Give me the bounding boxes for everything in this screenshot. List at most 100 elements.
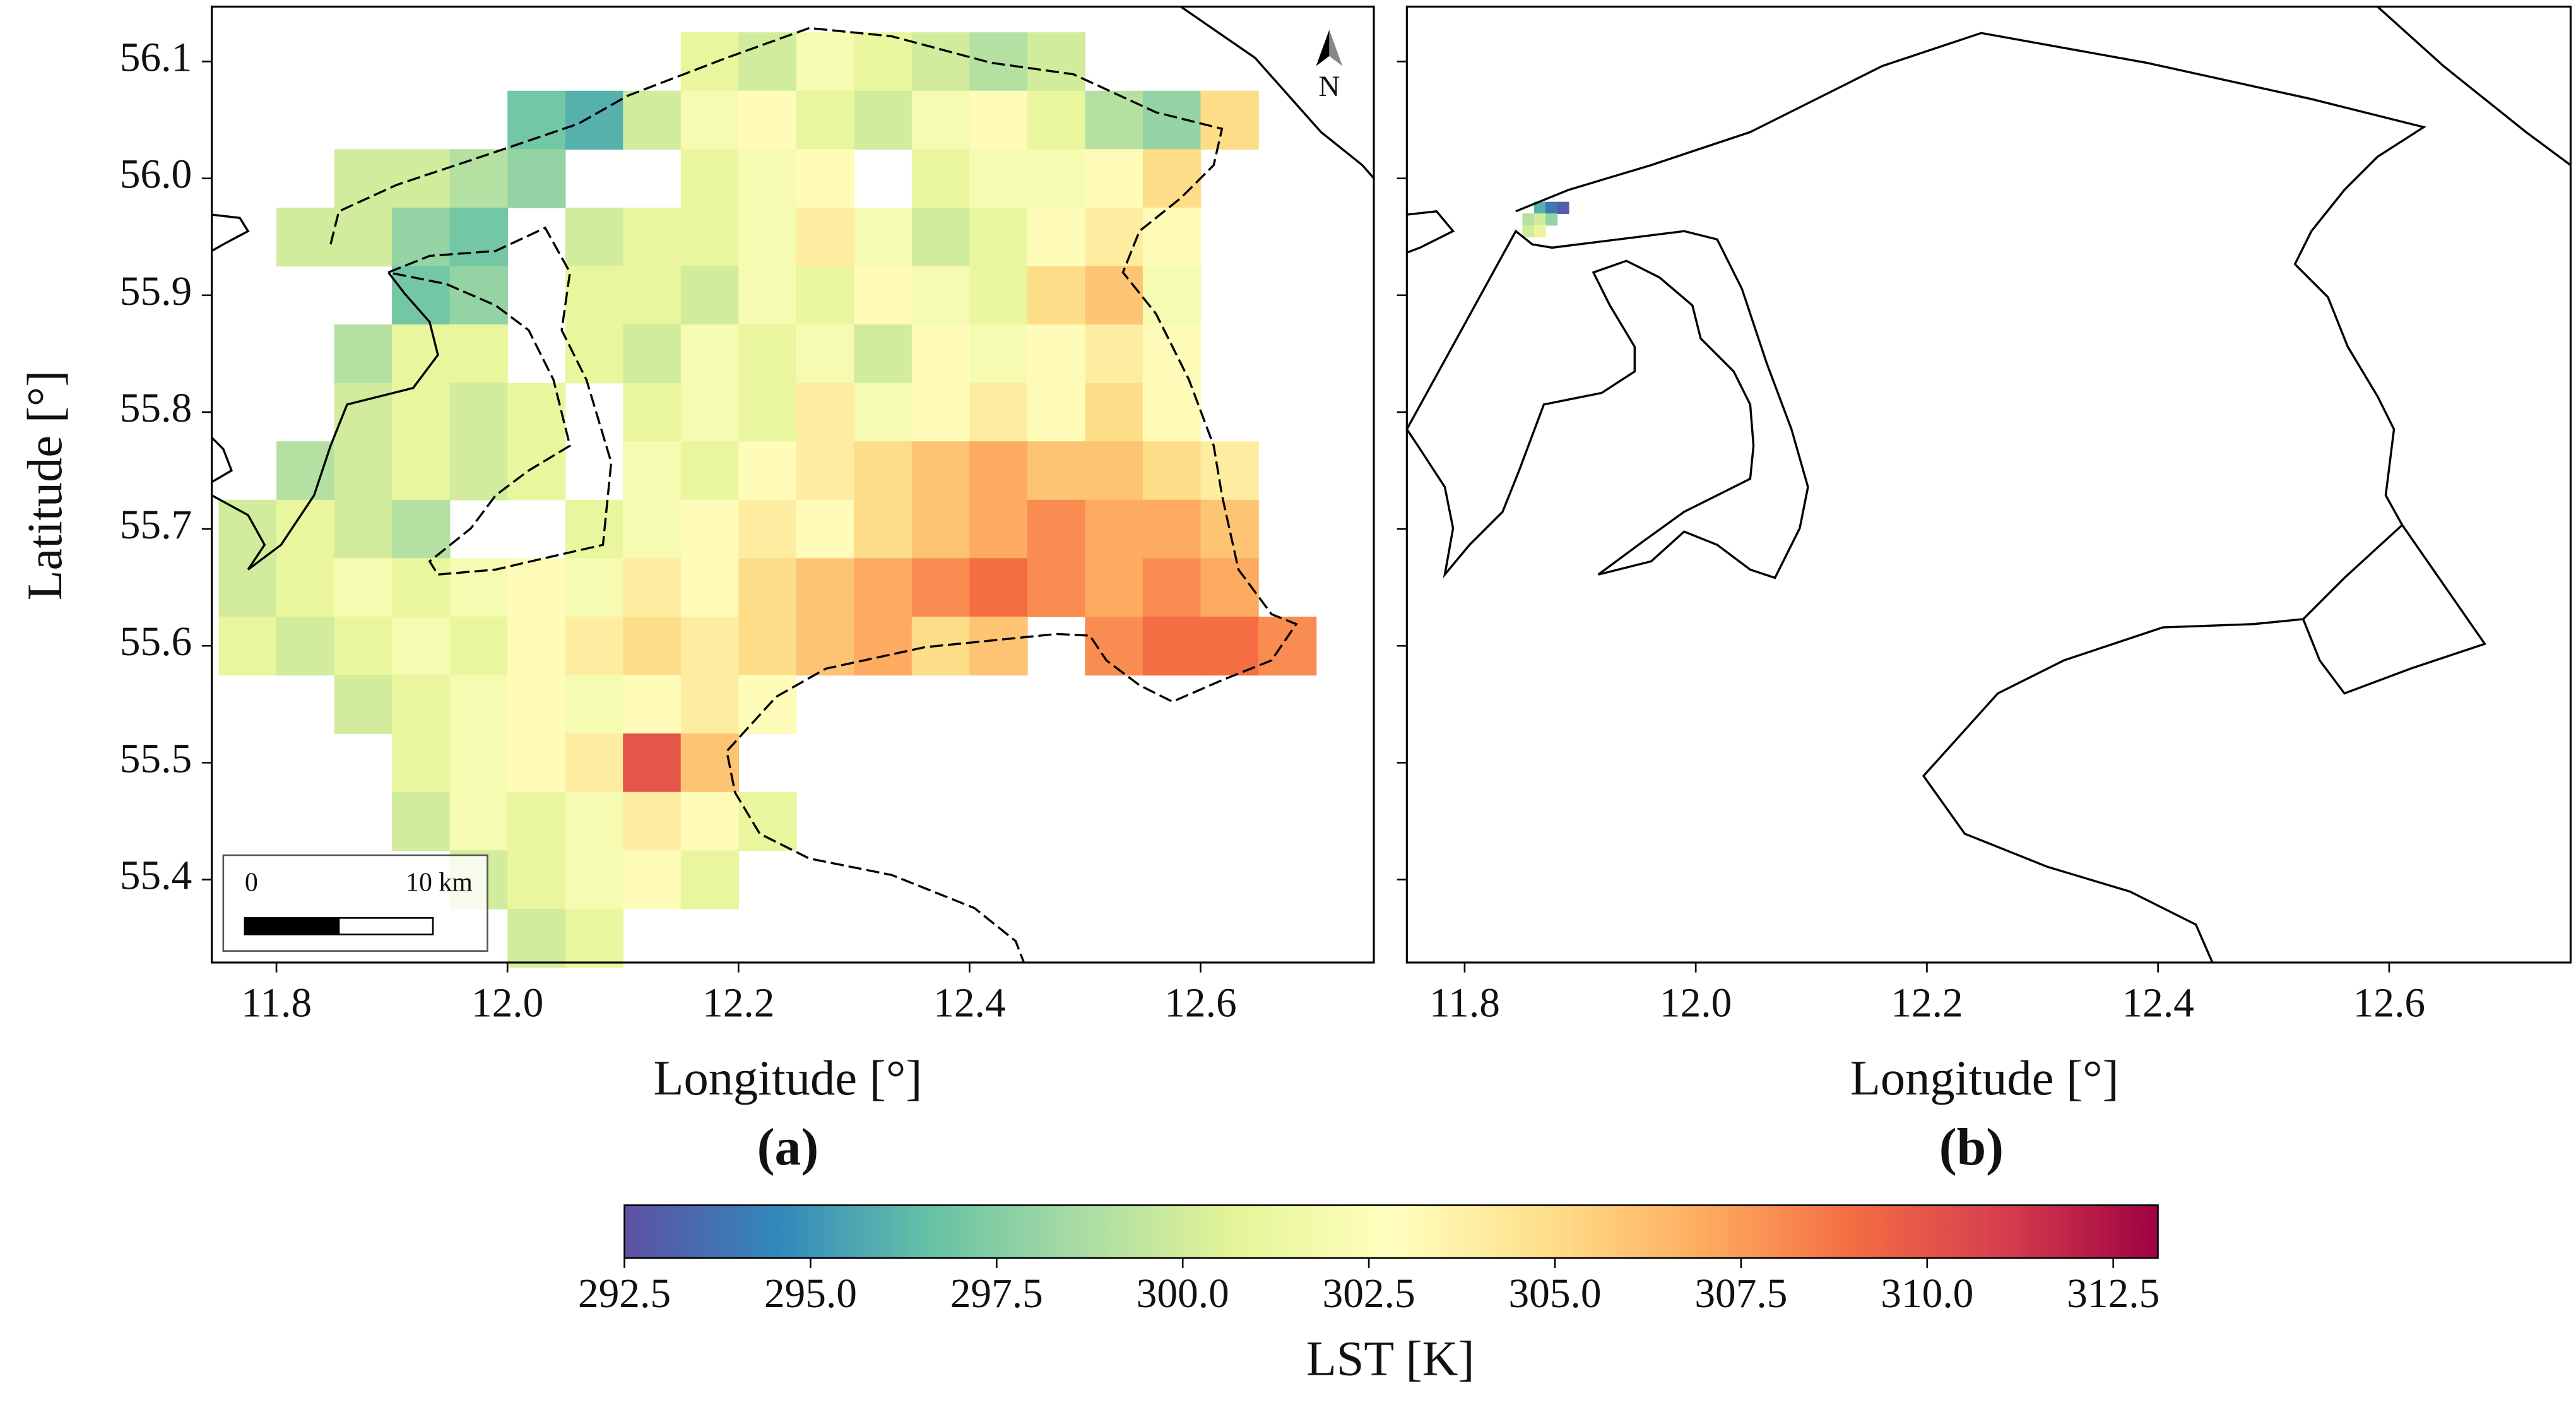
- coastline: [329, 27, 1298, 963]
- lst-cell: [796, 207, 855, 267]
- lst-cell: [565, 733, 623, 793]
- lst-cell: [1545, 201, 1558, 214]
- lst-cell: [334, 558, 393, 617]
- lst-cell: [623, 90, 682, 150]
- y-tick-label: 55.5: [120, 736, 192, 781]
- lst-cell: [680, 791, 740, 851]
- coastline: [1405, 229, 1809, 579]
- lst-cell: [507, 850, 566, 910]
- lst-cell: [854, 90, 913, 150]
- lst-cell: [623, 382, 682, 442]
- panel-label: (a): [757, 1118, 819, 1177]
- colorbar: [623, 1204, 2159, 1259]
- lst-cell: [334, 324, 393, 384]
- lst-cell: [449, 441, 508, 501]
- lst-cell: [1085, 149, 1143, 208]
- lst-cell: [854, 266, 913, 325]
- x-tick-label: 12.0: [1660, 981, 1732, 1026]
- lst-cell: [969, 32, 1028, 92]
- lst-cell: [449, 266, 508, 325]
- lst-cell: [276, 207, 335, 267]
- lst-cell: [276, 558, 335, 617]
- lst-cell: [1085, 382, 1143, 442]
- lst-cell: [449, 675, 508, 734]
- lst-cell: [392, 675, 451, 734]
- lst-cell: [449, 733, 508, 793]
- lst-cell: [1027, 324, 1086, 384]
- lst-cell: [1142, 616, 1202, 676]
- north-label: N: [1318, 70, 1340, 103]
- colorbar-tick-label: 300.0: [1137, 1271, 1229, 1317]
- lst-cell: [796, 616, 855, 676]
- coastline: [1922, 618, 2303, 963]
- lst-cell: [623, 441, 682, 501]
- lst-cell: [680, 558, 740, 617]
- lst-cell: [392, 207, 451, 267]
- lst-cell: [1200, 558, 1259, 617]
- x-tick-label: 11.8: [241, 981, 312, 1026]
- lst-cell: [854, 207, 913, 267]
- lst-cell: [334, 149, 393, 208]
- lst-cell: [680, 90, 740, 150]
- y-tick-label: 56.0: [120, 152, 192, 198]
- lst-cell: [1142, 207, 1202, 267]
- colorbar-tick-label: 295.0: [764, 1271, 857, 1317]
- y-tick-label: 55.8: [120, 386, 192, 431]
- lst-cell: [738, 616, 797, 676]
- x-tick-label: 12.6: [2353, 981, 2425, 1026]
- lst-cell: [796, 441, 855, 501]
- lst-cell: [1200, 499, 1259, 559]
- lst-cell: [738, 382, 797, 442]
- lst-cell: [680, 441, 740, 501]
- lst-cell: [218, 499, 277, 559]
- lst-cell: [1200, 441, 1259, 501]
- north-arrow: N: [1316, 30, 1343, 103]
- lst-cell: [623, 675, 682, 734]
- lst-cell: [1027, 382, 1086, 442]
- lst-cell: [680, 324, 740, 384]
- lst-cell: [334, 441, 393, 501]
- lst-cell: [1142, 324, 1202, 384]
- lst-cell: [449, 324, 508, 384]
- lst-cell: [738, 149, 797, 208]
- arrow: [1329, 30, 1343, 66]
- lst-cell: [738, 558, 797, 617]
- lst-cell: [969, 207, 1028, 267]
- lst-cell: [854, 382, 913, 442]
- coastline: [211, 213, 250, 252]
- lst-cell: [623, 558, 682, 617]
- lst-cell: [911, 558, 971, 617]
- lst-cell: [1533, 201, 1546, 214]
- lst-cell: [565, 558, 623, 617]
- x-tick-label: 12.2: [1891, 981, 1963, 1026]
- lst-cell: [565, 675, 623, 734]
- lst-cell: [796, 324, 855, 384]
- lst-cell: [680, 382, 740, 442]
- lst-cell: [623, 266, 682, 325]
- lst-cell: [392, 382, 451, 442]
- lst-cell: [334, 616, 393, 676]
- lst-cell: [911, 149, 971, 208]
- lst-cell: [392, 558, 451, 617]
- lst-cell: [507, 441, 566, 501]
- lst-cell: [1142, 499, 1202, 559]
- lst-cell: [1142, 558, 1202, 617]
- lst-cell: [507, 558, 566, 617]
- lst-cell: [796, 90, 855, 150]
- lst-cell: [276, 441, 335, 501]
- lst-cell: [565, 90, 623, 150]
- lst-cell: [1085, 499, 1143, 559]
- lst-cell: [738, 32, 797, 92]
- lst-cell: [1085, 90, 1143, 150]
- lst-cell: [1142, 441, 1202, 501]
- lst-cell: [796, 266, 855, 325]
- lst-cell: [1200, 90, 1259, 150]
- lst-cell: [911, 266, 971, 325]
- lst-cell: [796, 32, 855, 92]
- coastlines: [211, 6, 2572, 963]
- lst-cell: [1142, 149, 1202, 208]
- lst-cell: [334, 499, 393, 559]
- x-tick-label: 12.4: [2122, 981, 2194, 1026]
- lst-cell: [449, 791, 508, 851]
